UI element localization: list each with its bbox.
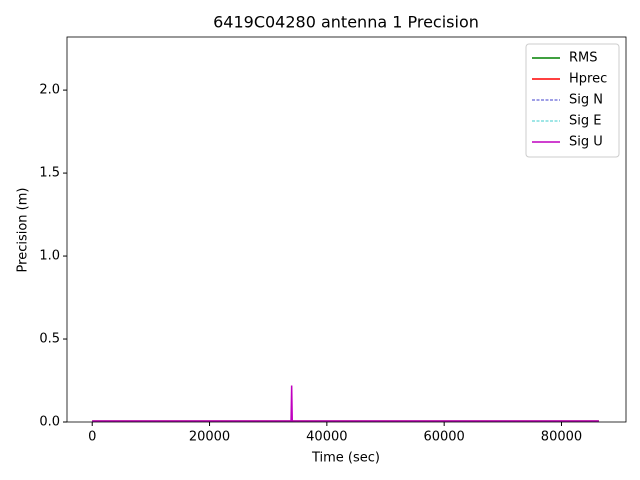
legend: RMS Hprec Sig N Sig E Sig U xyxy=(525,43,620,158)
legend-label: Sig N xyxy=(569,93,603,108)
y-tick-label: 1.5 xyxy=(39,166,60,181)
x-tick-label: 40000 xyxy=(306,430,347,445)
series-line xyxy=(92,385,599,422)
legend-label: Hprec xyxy=(569,72,607,87)
x-axis-label: Time (sec) xyxy=(311,451,380,466)
legend-label: RMS xyxy=(569,51,598,66)
y-tick-label: 1.0 xyxy=(39,249,60,264)
x-tick-label: 80000 xyxy=(541,430,582,445)
legend-box xyxy=(525,43,620,158)
y-axis-label: Precision (m) xyxy=(16,188,31,273)
x-tick-label: 20000 xyxy=(189,430,230,445)
y-tick-label: 2.0 xyxy=(39,83,60,98)
plot-frame xyxy=(66,36,627,423)
chart-title: 6419C04280 antenna 1 Precision xyxy=(213,13,479,32)
y-tick-label: 0.5 xyxy=(39,332,60,347)
legend-label: Sig U xyxy=(569,135,603,150)
legend-label: Sig E xyxy=(569,114,601,129)
x-tick-label: 60000 xyxy=(423,430,464,445)
y-tick-label: 0.0 xyxy=(39,415,60,430)
x-tick-label: 0 xyxy=(88,430,96,445)
